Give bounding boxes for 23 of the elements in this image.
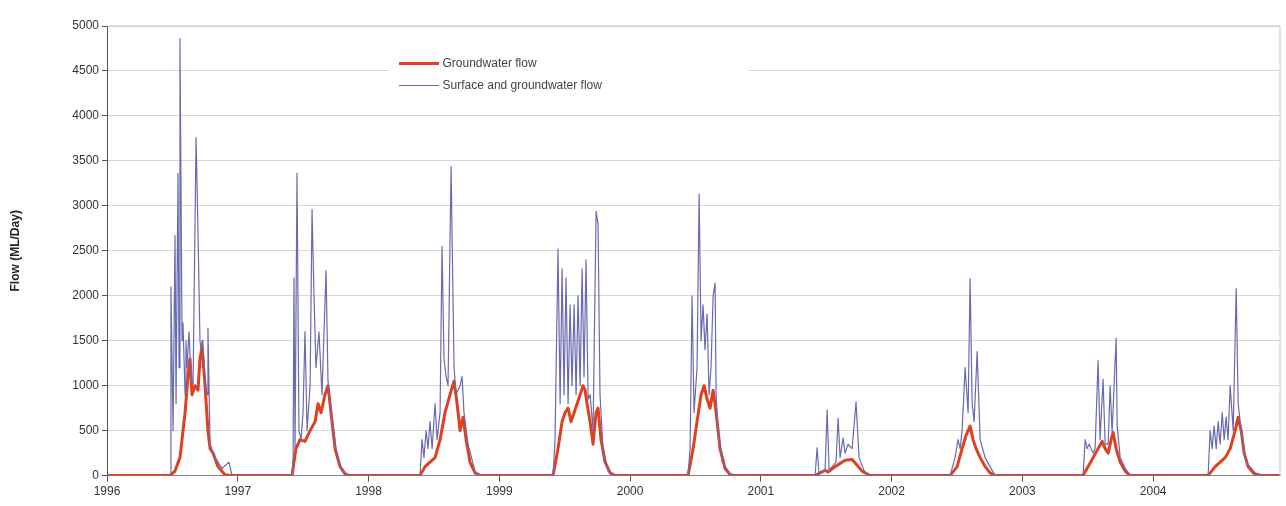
y-tick-label: 3500: [72, 153, 100, 168]
y-tick-label: 3000: [72, 198, 100, 213]
x-tick-label: 2001: [747, 484, 775, 499]
y-tick-label: 0: [92, 467, 100, 482]
y-tick-label: 1000: [72, 377, 100, 392]
y-tick-label: 500: [78, 422, 100, 437]
x-tick-label: 1997: [224, 484, 252, 499]
x-tick-label: 1996: [93, 484, 121, 499]
x-tick-label: 2004: [1139, 484, 1167, 499]
y-tick-label: 4000: [72, 108, 100, 123]
y-tick-label: 1500: [72, 333, 100, 348]
x-tick-label: 1999: [485, 484, 513, 499]
x-tick-label: 2000: [616, 484, 644, 499]
x-tick-label: 2002: [878, 484, 906, 499]
x-tick-label: 2003: [1009, 484, 1037, 499]
y-tick-label: 5000: [72, 18, 100, 33]
y-tick-label: 4500: [72, 63, 100, 78]
x-tick-label: 1998: [355, 484, 383, 499]
y-axis-title: Flow (ML/Day): [7, 210, 22, 292]
legend-label: Groundwater flow: [442, 56, 537, 70]
legend-label: Surface and groundwater flow: [442, 78, 602, 92]
y-tick-label: 2500: [72, 243, 100, 258]
y-tick-label: 2000: [72, 288, 100, 303]
